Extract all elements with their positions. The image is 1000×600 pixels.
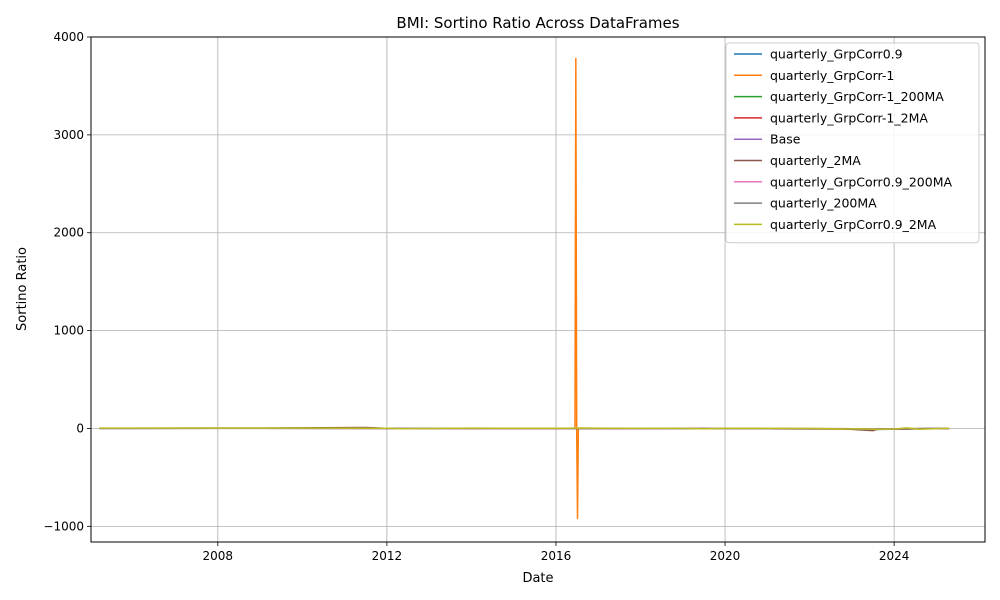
y-tick-label: 2000 xyxy=(53,226,84,240)
legend-label: quarterly_200MA xyxy=(770,196,877,211)
y-tick-label: 0 xyxy=(76,421,84,435)
y-tick-label: −1000 xyxy=(43,519,84,533)
y-tick-label: 1000 xyxy=(53,324,84,338)
x-axis: 2008 2012 2016 2020 2024 xyxy=(203,542,910,563)
legend-box xyxy=(725,42,980,244)
x-tick-label: 2008 xyxy=(203,549,234,563)
y-axis: −1000 0 1000 2000 3000 4000 xyxy=(43,30,91,533)
legend-label: quarterly_GrpCorr-1 xyxy=(770,68,894,83)
legend: quarterly_GrpCorr0.9 quarterly_GrpCorr-1q… xyxy=(725,42,980,244)
legend-label: quarterly_GrpCorr-1_2MA xyxy=(770,110,928,125)
series-line-quarterly_GrpCorr0.9_2MA xyxy=(99,427,950,431)
legend-label: quarterly_GrpCorr0.9 xyxy=(770,47,903,62)
y-axis-label: Sortino Ratio xyxy=(15,247,30,331)
x-tick-label: 2024 xyxy=(879,549,910,563)
series-layer xyxy=(99,57,950,520)
legend-label: quarterly_GrpCorr0.9_2MA xyxy=(770,217,937,232)
chart-title: BMI: Sortino Ratio Across DataFrames xyxy=(396,14,679,32)
y-tick-label: 4000 xyxy=(53,30,84,44)
legend-label: Base xyxy=(770,132,801,147)
x-axis-label: Date xyxy=(522,571,553,586)
x-tick-label: 2012 xyxy=(372,549,403,563)
x-tick-label: 2016 xyxy=(541,549,572,563)
y-tick-label: 3000 xyxy=(53,128,84,142)
legend-label: quarterly_GrpCorr-1_200MA xyxy=(770,89,944,104)
legend-label: quarterly_GrpCorr0.9_200MA xyxy=(770,174,952,189)
legend-label: quarterly_2MA xyxy=(770,153,861,168)
x-tick-label: 2020 xyxy=(710,549,741,563)
plot-frame xyxy=(90,36,986,543)
